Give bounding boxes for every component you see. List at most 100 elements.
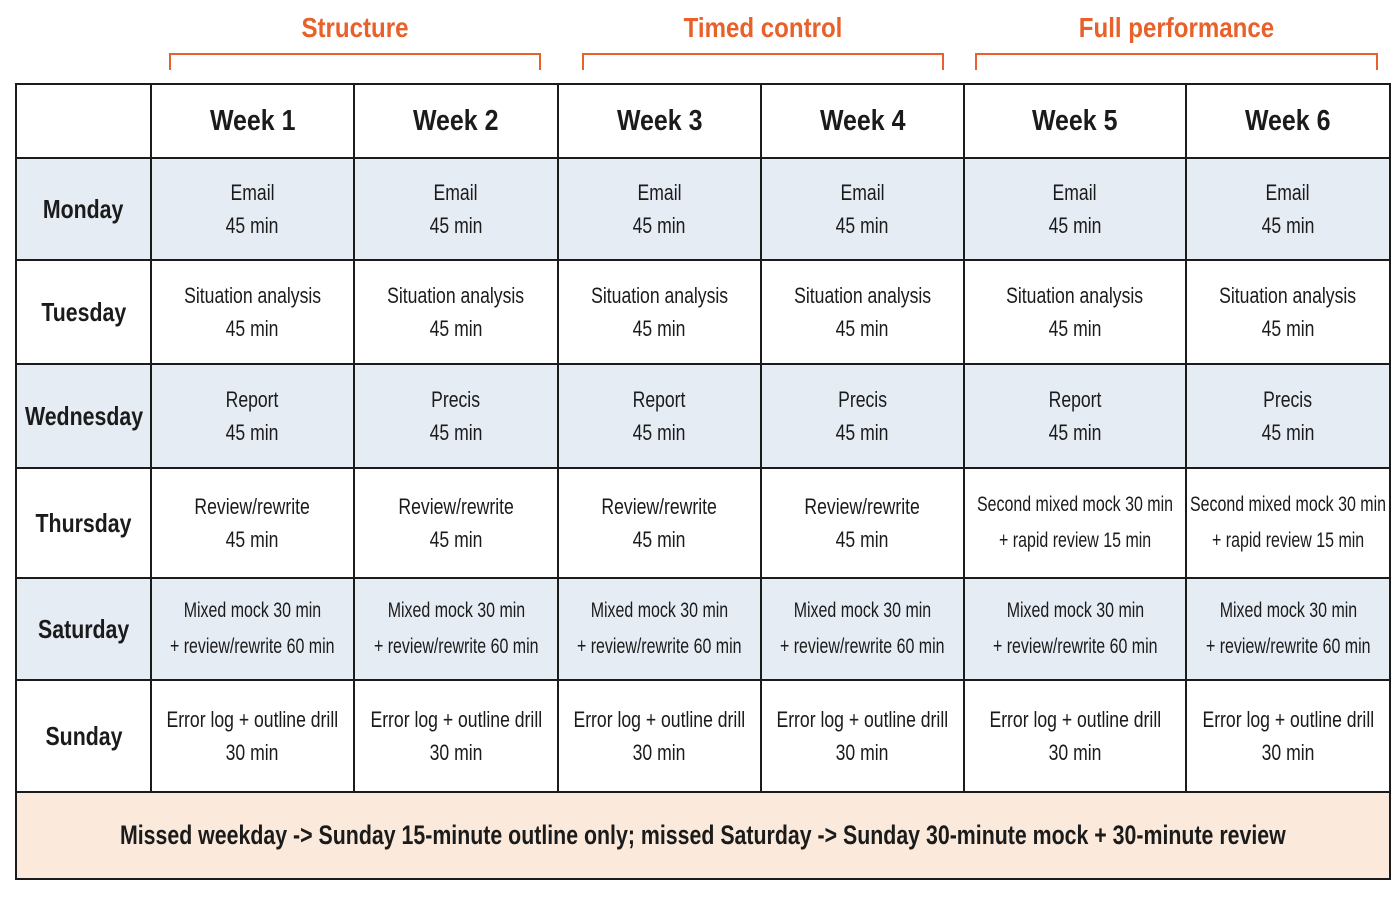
schedule-cell: Second mixed mock 30 min + rapid review 1… (965, 469, 1187, 577)
week-header-label: Week 5 (1032, 104, 1118, 137)
schedule-cell: Review/rewrite 45 min (152, 469, 355, 577)
day-label-cell: Thursday (17, 469, 152, 577)
duration-line: 45 min (836, 213, 889, 238)
schedule-cell: Precis 45 min (1187, 365, 1389, 467)
duration-line: 30 min (429, 740, 483, 765)
duration-line: 30 min (633, 740, 686, 765)
duration-line: 45 min (836, 527, 889, 552)
duration-line: 45 min (226, 316, 279, 341)
task-line: Review/rewrite (804, 494, 921, 519)
phase-label: Full performance (1078, 12, 1275, 43)
day-label-cell: Wednesday (17, 365, 152, 467)
duration-line: + review/rewrite 60 min (170, 635, 335, 658)
duration-line: + review/rewrite 60 min (780, 635, 945, 658)
schedule-cell: Email 45 min (965, 159, 1187, 259)
duration-line: 30 min (1048, 740, 1102, 765)
day-label: Tuesday (41, 296, 126, 327)
day-label: Saturday (37, 613, 130, 644)
duration-line: 45 min (429, 213, 483, 238)
footer-note: Missed weekday -> Sunday 15-minute outli… (17, 793, 1389, 878)
duration-line: 45 min (633, 316, 686, 341)
schedule-cell: Email 45 min (762, 159, 965, 259)
table-row-monday: Monday Email 45 min Email 45 min Email 45 m… (17, 159, 1389, 261)
task-line: Email (840, 180, 885, 205)
week-header-label: Week 2 (413, 104, 499, 137)
task-line: Mixed mock 30 min (387, 599, 525, 622)
task-line: Email (433, 180, 478, 205)
duration-line: 45 min (836, 420, 889, 445)
duration-line: 45 min (633, 527, 686, 552)
table-row-thursday: Thursday Review/rewrite 45 min Review/rew… (17, 469, 1389, 579)
week-header-label: Week 6 (1245, 104, 1331, 137)
task-line: Situation analysis (1219, 283, 1357, 308)
schedule-cell: Report 45 min (559, 365, 762, 467)
task-line: Error log + outline drill (166, 707, 339, 732)
schedule-cell: Mixed mock 30 min + review/rewrite 60 min (965, 579, 1187, 679)
schedule-cell: Report 45 min (152, 365, 355, 467)
schedule-cell: Error log + outline drill 30 min (559, 681, 762, 791)
schedule-cell: Precis 45 min (355, 365, 559, 467)
task-line: Report (226, 387, 279, 412)
duration-line: 30 min (1261, 740, 1315, 765)
task-line: Error log + outline drill (370, 707, 542, 732)
duration-line: 45 min (1261, 420, 1315, 445)
schedule-cell: Situation analysis 45 min (355, 261, 559, 363)
schedule-cell: Situation analysis 45 min (965, 261, 1187, 363)
table-row-wednesday: Wednesday Report 45 min Precis 45 min Repo… (17, 365, 1389, 469)
duration-line: 45 min (1048, 316, 1102, 341)
task-line: Mixed mock 30 min (590, 599, 729, 622)
task-line: Precis (838, 387, 887, 412)
duration-line: 45 min (633, 420, 686, 445)
table-row-sunday: Sunday Error log + outline drill 30 min E… (17, 681, 1389, 793)
duration-line: 45 min (1048, 213, 1102, 238)
schedule-cell: Mixed mock 30 min + review/rewrite 60 min (762, 579, 965, 679)
task-line: Second mixed mock 30 min (976, 493, 1174, 516)
duration-line: 45 min (1261, 316, 1315, 341)
task-line: Situation analysis (591, 283, 728, 308)
task-line: Email (230, 180, 275, 205)
schedule-cell: Error log + outline drill 30 min (355, 681, 559, 791)
day-label: Thursday (35, 507, 132, 538)
task-line: Mixed mock 30 min (1006, 599, 1144, 622)
schedule-cell: Precis 45 min (762, 365, 965, 467)
phase-bracket (582, 53, 944, 70)
task-line: Email (1265, 180, 1310, 205)
phase-full-performance: Full performance (975, 0, 1378, 78)
duration-line: 45 min (226, 213, 279, 238)
schedule-cell: Mixed mock 30 min + review/rewrite 60 min (152, 579, 355, 679)
table-row-saturday: Saturday Mixed mock 30 min + review/rewri… (17, 579, 1389, 681)
task-line: Mixed mock 30 min (1219, 599, 1357, 622)
day-label-cell: Sunday (17, 681, 152, 791)
task-line: Review/rewrite (398, 494, 514, 519)
duration-line: 45 min (226, 420, 279, 445)
schedule-cell: Report 45 min (965, 365, 1187, 467)
schedule-cell: Error log + outline drill 30 min (965, 681, 1187, 791)
task-line: Situation analysis (184, 283, 321, 308)
schedule-cell: Review/rewrite 45 min (355, 469, 559, 577)
schedule-cell: Email 45 min (152, 159, 355, 259)
schedule-cell: Error log + outline drill 30 min (1187, 681, 1389, 791)
day-label-cell: Saturday (17, 579, 152, 679)
schedule-cell: Mixed mock 30 min + review/rewrite 60 min (355, 579, 559, 679)
task-line: Situation analysis (1006, 283, 1144, 308)
task-line: Mixed mock 30 min (183, 599, 322, 622)
schedule-cell: Email 45 min (1187, 159, 1389, 259)
task-line: Situation analysis (387, 283, 525, 308)
footer-note-text: Missed weekday -> Sunday 15-minute outli… (120, 820, 1286, 850)
week-header-label: Week 3 (616, 104, 703, 137)
duration-line: 45 min (836, 316, 889, 341)
task-line: Error log + outline drill (776, 707, 949, 732)
task-line: Precis (1263, 387, 1313, 412)
duration-line: 30 min (226, 740, 279, 765)
task-line: Review/rewrite (194, 494, 311, 519)
duration-line: + review/rewrite 60 min (992, 635, 1158, 658)
week-header: Week 2 (355, 85, 559, 157)
task-line: Precis (431, 387, 481, 412)
task-line: Error log + outline drill (1202, 707, 1374, 732)
task-line: Report (1048, 387, 1102, 412)
week-header: Week 5 (965, 85, 1187, 157)
phase-label: Timed control (683, 12, 843, 43)
task-line: Second mixed mock 30 min (1189, 493, 1387, 516)
schedule-cell: Mixed mock 30 min + review/rewrite 60 min (559, 579, 762, 679)
schedule-cell: Situation analysis 45 min (152, 261, 355, 363)
